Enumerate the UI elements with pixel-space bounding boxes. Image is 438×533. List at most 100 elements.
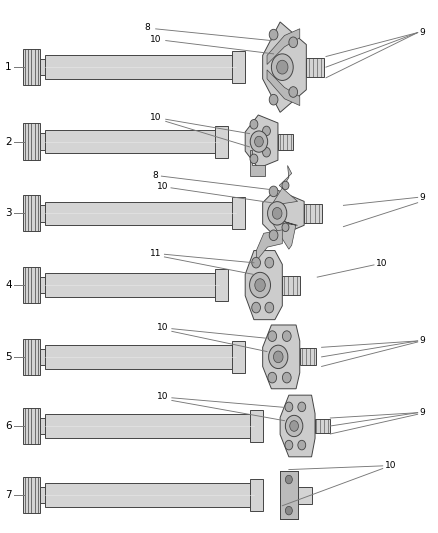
Bar (40, 418, 45, 434)
Circle shape (250, 119, 258, 129)
Text: 7: 7 (5, 490, 12, 500)
Circle shape (269, 186, 278, 197)
Polygon shape (245, 115, 278, 168)
FancyBboxPatch shape (22, 267, 40, 303)
Text: 10: 10 (150, 35, 162, 44)
Circle shape (286, 506, 292, 515)
Text: 10: 10 (376, 260, 388, 268)
Circle shape (268, 331, 277, 342)
Polygon shape (263, 22, 306, 112)
Bar (297, 487, 311, 504)
Circle shape (269, 94, 278, 105)
Bar (45, 130, 219, 154)
FancyBboxPatch shape (22, 124, 40, 160)
Circle shape (252, 257, 261, 268)
Bar (315, 418, 330, 433)
Text: 9: 9 (420, 336, 426, 345)
Text: 9: 9 (420, 193, 426, 202)
Circle shape (286, 475, 292, 484)
Circle shape (254, 136, 263, 147)
Text: 10: 10 (156, 182, 168, 191)
Circle shape (272, 54, 293, 80)
FancyBboxPatch shape (22, 477, 40, 513)
Polygon shape (272, 221, 297, 249)
Bar (215, 126, 228, 158)
FancyBboxPatch shape (22, 339, 40, 375)
Bar (45, 273, 219, 297)
Polygon shape (280, 395, 315, 457)
Polygon shape (267, 70, 300, 106)
Circle shape (252, 302, 261, 313)
Circle shape (262, 148, 270, 157)
Bar (232, 341, 245, 373)
FancyBboxPatch shape (22, 408, 40, 444)
Bar (40, 59, 45, 75)
Text: 1: 1 (5, 62, 12, 72)
Circle shape (265, 257, 274, 268)
Text: 5: 5 (5, 352, 12, 362)
Bar (40, 205, 45, 222)
Text: 9: 9 (420, 28, 426, 37)
Circle shape (272, 207, 282, 219)
Text: 10: 10 (385, 462, 396, 470)
Text: 9: 9 (420, 408, 426, 417)
Text: 3: 3 (5, 208, 12, 219)
Circle shape (285, 402, 293, 411)
Circle shape (298, 402, 306, 411)
Polygon shape (245, 251, 283, 320)
Circle shape (290, 421, 298, 431)
Circle shape (269, 29, 278, 40)
FancyBboxPatch shape (22, 195, 40, 231)
Bar (45, 201, 237, 225)
Circle shape (282, 223, 289, 231)
Bar (232, 197, 245, 229)
Text: 10: 10 (156, 323, 168, 332)
Circle shape (268, 201, 287, 225)
Text: 11: 11 (150, 249, 162, 258)
Bar (45, 414, 254, 438)
Bar (250, 410, 263, 442)
Polygon shape (272, 165, 297, 205)
Circle shape (285, 440, 293, 450)
Circle shape (289, 87, 297, 98)
Polygon shape (263, 189, 304, 237)
Bar (215, 269, 228, 301)
Circle shape (265, 302, 274, 313)
Polygon shape (263, 325, 300, 389)
Bar (45, 55, 237, 79)
Bar (300, 349, 316, 366)
Circle shape (255, 279, 265, 292)
Bar (40, 133, 45, 150)
Text: 4: 4 (5, 280, 12, 290)
Circle shape (262, 126, 270, 136)
Circle shape (283, 372, 291, 383)
Bar (304, 204, 321, 223)
Text: 6: 6 (5, 421, 12, 431)
Circle shape (277, 60, 288, 74)
Bar (280, 471, 297, 519)
Circle shape (282, 181, 289, 190)
Circle shape (269, 230, 278, 240)
Text: 2: 2 (5, 136, 12, 147)
Bar (278, 134, 293, 150)
Bar (306, 58, 324, 77)
Circle shape (250, 131, 268, 152)
Circle shape (268, 345, 288, 368)
Text: 10: 10 (156, 392, 168, 401)
Bar (232, 51, 245, 83)
Bar (40, 277, 45, 293)
Bar (40, 487, 45, 503)
Text: 8: 8 (153, 171, 159, 180)
Bar (45, 483, 254, 507)
Circle shape (250, 272, 271, 298)
Polygon shape (267, 29, 300, 64)
Polygon shape (256, 230, 283, 261)
Circle shape (273, 351, 283, 363)
Polygon shape (250, 150, 265, 176)
Bar (283, 276, 300, 295)
Bar (40, 349, 45, 365)
Bar (45, 345, 237, 368)
Circle shape (298, 440, 306, 450)
Text: 10: 10 (150, 113, 162, 122)
Circle shape (268, 372, 277, 383)
